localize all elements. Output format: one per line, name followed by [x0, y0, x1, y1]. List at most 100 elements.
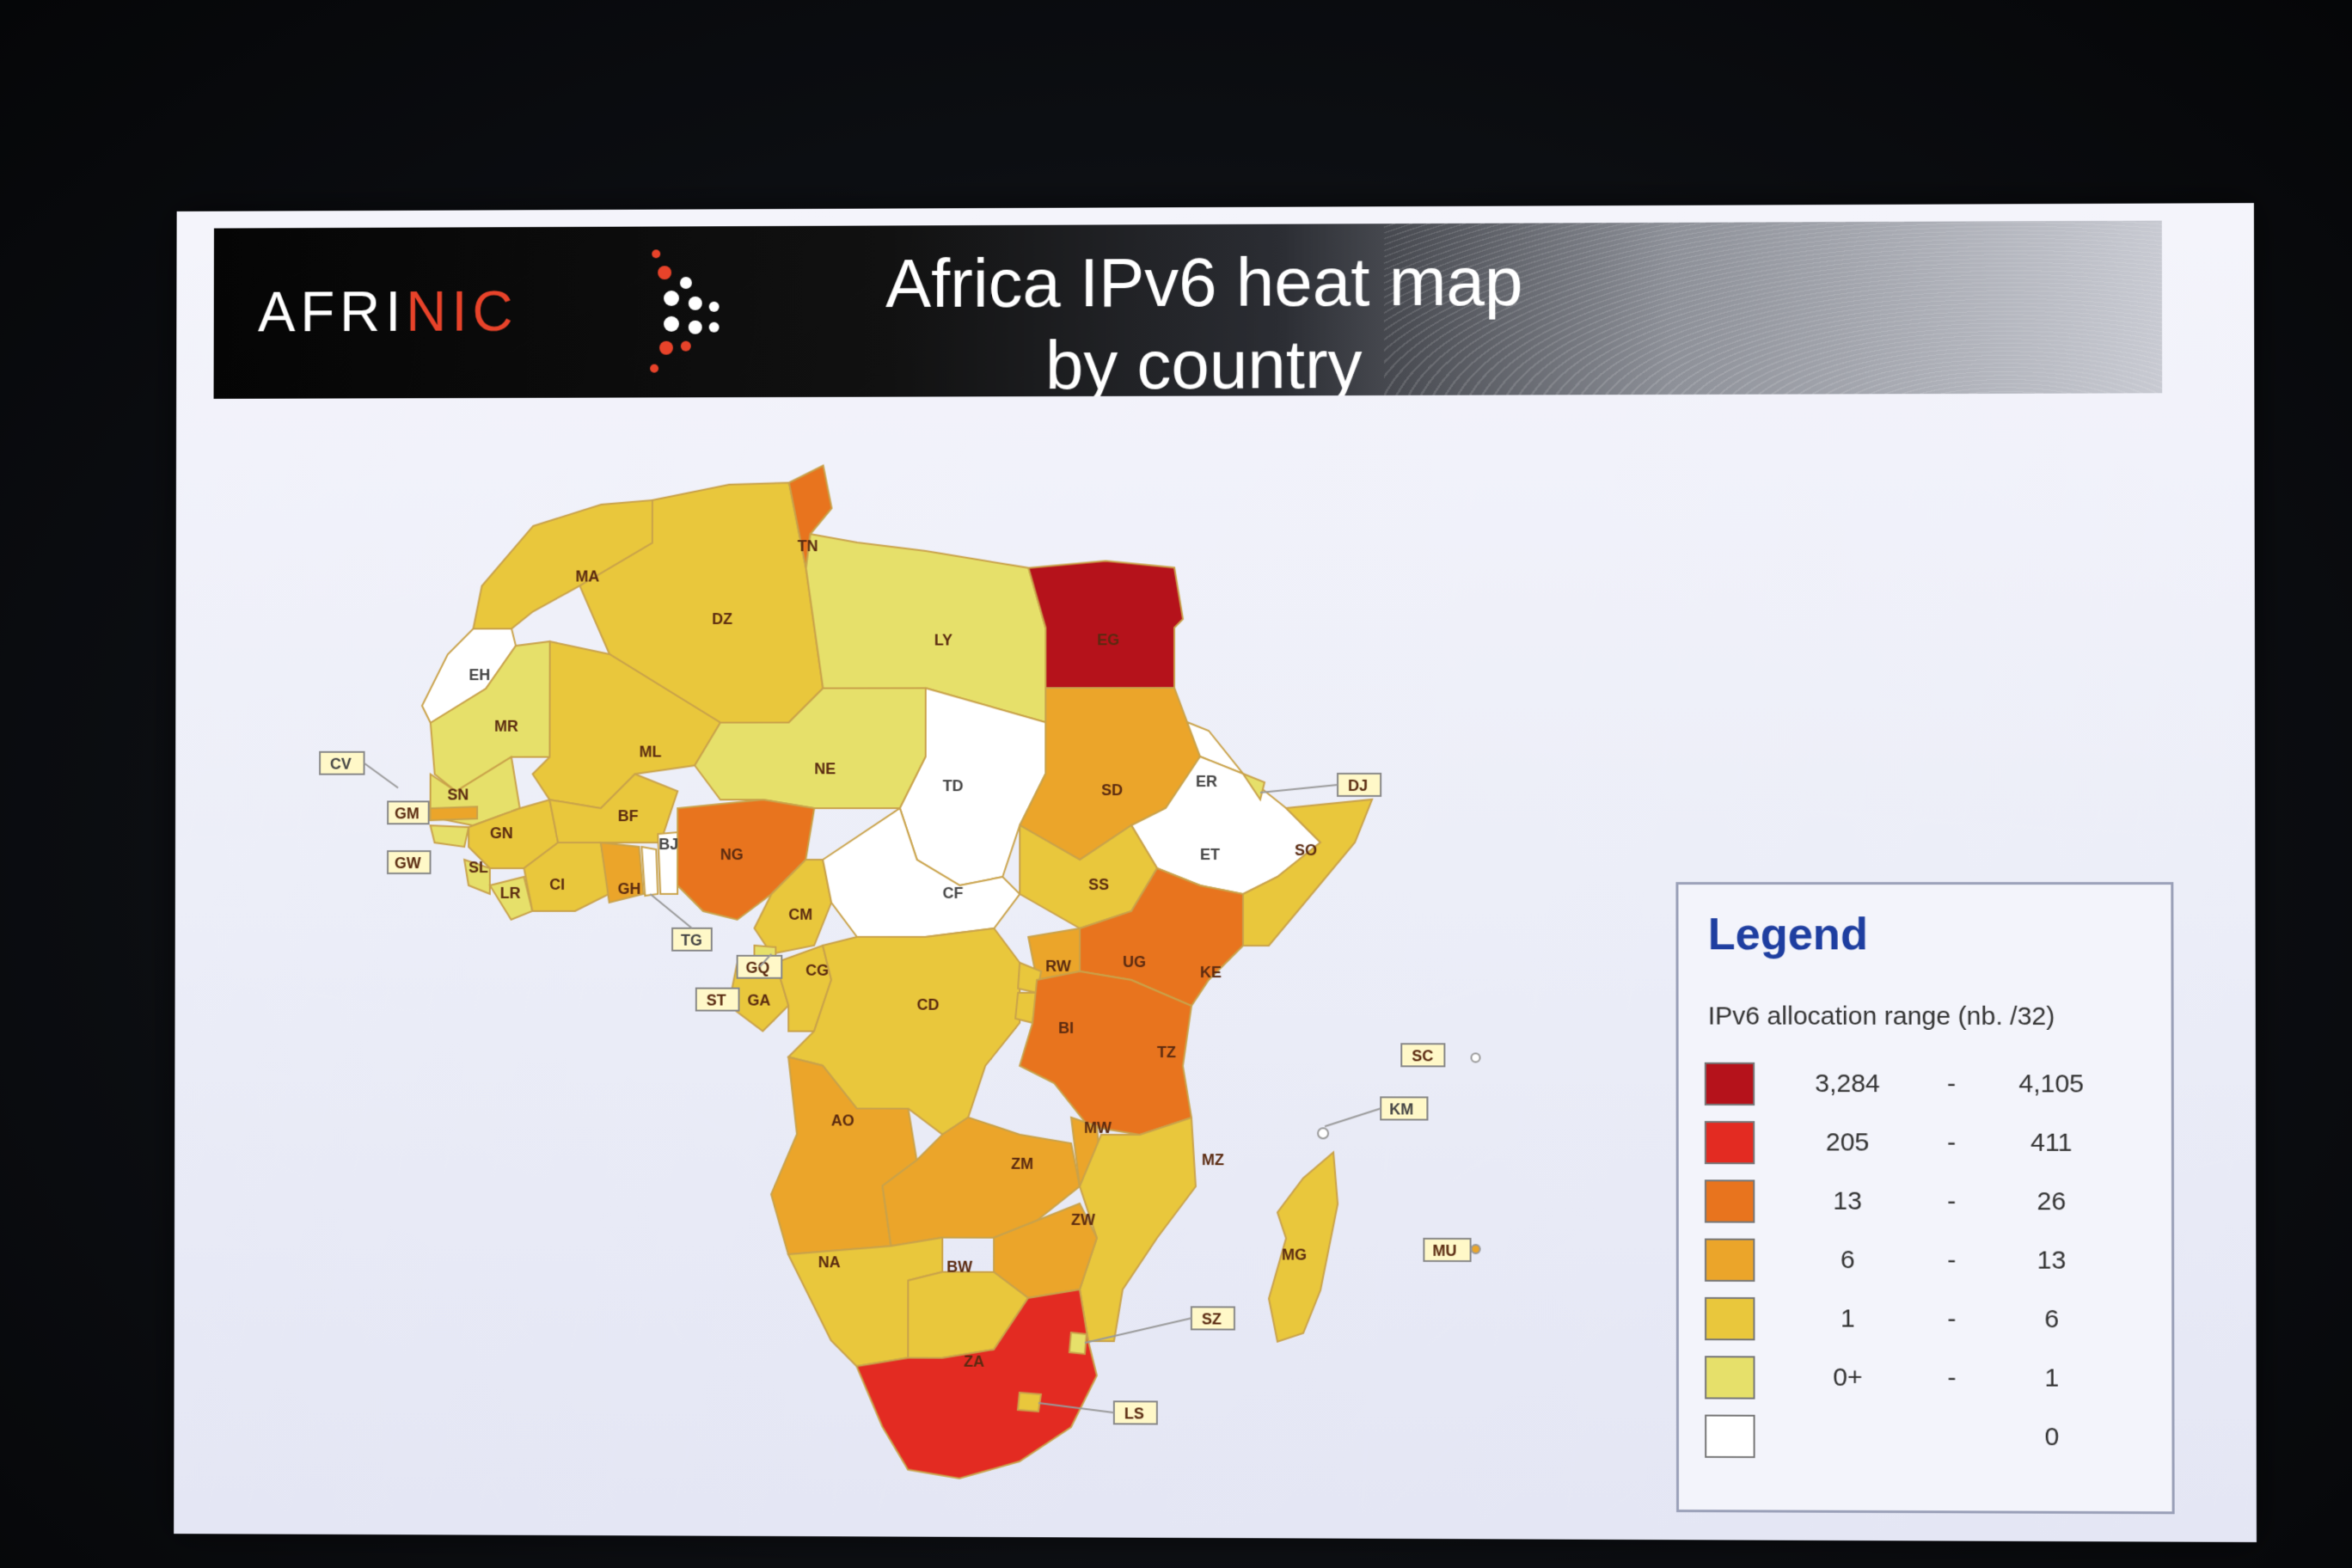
country-TD	[900, 688, 1046, 885]
country-LY	[805, 534, 1045, 723]
legend-separator: -	[1947, 1128, 1957, 1157]
label-TD: TD	[943, 777, 964, 794]
label-ZW: ZW	[1071, 1211, 1095, 1228]
legend-title: Legend	[1707, 910, 1868, 960]
boxlabel-LS: LS	[1114, 1401, 1157, 1424]
legend-max: 411	[2030, 1128, 2073, 1157]
label-TZ: TZ	[1157, 1044, 1176, 1061]
label-CF: CF	[943, 885, 964, 902]
label-LR: LR	[500, 885, 521, 902]
legend-swatch	[1704, 1238, 1755, 1282]
legend-separator: -	[1947, 1304, 1957, 1333]
legend-separator: -	[1947, 1186, 1957, 1216]
label-BJ: BJ	[658, 836, 678, 853]
label-EG: EG	[1097, 631, 1119, 648]
country-SN	[431, 757, 520, 826]
svg-text:TG: TG	[681, 932, 702, 949]
legend-row: 6 - 13	[1704, 1238, 2156, 1289]
legend-min: 3,284	[1815, 1069, 1880, 1099]
country-UG	[1028, 928, 1080, 980]
label-ML: ML	[640, 743, 662, 760]
label-GA: GA	[747, 992, 770, 1009]
label-SD: SD	[1101, 781, 1123, 799]
legend-row: 0	[1705, 1414, 2156, 1465]
svg-text:MU: MU	[1432, 1242, 1456, 1259]
label-BI: BI	[1058, 1020, 1074, 1037]
country-EG	[1028, 560, 1183, 688]
boxlabel-ST: ST	[696, 989, 739, 1011]
country-MZ	[1078, 1116, 1197, 1342]
country-AO	[771, 1057, 917, 1255]
svg-text:CV: CV	[330, 756, 352, 773]
country-RW	[1018, 963, 1041, 993]
label-GH: GH	[618, 880, 641, 897]
country-EH	[422, 628, 516, 723]
svg-text:GQ: GQ	[746, 959, 770, 977]
legend-swatch	[1704, 1179, 1755, 1223]
country-GN	[469, 799, 558, 868]
label-CI: CI	[549, 876, 565, 893]
country-SO	[1243, 799, 1372, 946]
country-labels: MA DZ TN LY EG EH MR ML NE TD SD ER ET S…	[447, 537, 1317, 1370]
country-CI	[524, 842, 609, 911]
label-KE: KE	[1200, 964, 1222, 981]
svg-text:SZ: SZ	[1202, 1310, 1222, 1327]
legend-swatch	[1705, 1356, 1755, 1400]
label-UG: UG	[1123, 953, 1146, 971]
country-SL	[464, 860, 490, 894]
legend-separator: -	[1947, 1246, 1957, 1275]
legend-max: 26	[2037, 1187, 2067, 1216]
boxlabel-SC: SC	[1401, 1044, 1444, 1066]
country-BF	[549, 774, 677, 842]
label-MR: MR	[494, 718, 518, 735]
label-BF: BF	[618, 807, 639, 824]
svg-text:GW: GW	[395, 854, 421, 872]
legend-swatch	[1704, 1121, 1755, 1165]
svg-text:GM: GM	[395, 805, 420, 822]
label-CD: CD	[917, 996, 940, 1014]
country-NA	[788, 1237, 942, 1366]
country-LR	[490, 877, 533, 920]
africa-map: MA DZ TN LY EG EH MR ML NE TD SD ER ET S…	[174, 203, 2257, 1480]
label-NG: NG	[720, 846, 744, 863]
legend-max: 6	[2044, 1304, 2060, 1334]
country-TN	[789, 465, 832, 568]
legend-min: 0+	[1833, 1363, 1863, 1393]
label-NA: NA	[818, 1253, 841, 1271]
boxlabel-GW: GW	[388, 851, 431, 873]
label-ZA: ZA	[964, 1353, 984, 1370]
label-CG: CG	[805, 962, 829, 979]
legend-max: 13	[2037, 1246, 2067, 1275]
country-GM	[431, 806, 478, 820]
legend-swatch	[1705, 1414, 1755, 1459]
label-MA: MA	[575, 567, 599, 585]
svg-text:DJ: DJ	[1348, 777, 1368, 794]
continent-shapes	[420, 464, 1372, 1480]
legend-min: 6	[1840, 1245, 1855, 1275]
country-CM	[754, 860, 831, 954]
boxed-labels: CV GM GW TG GQ ST DJ SC KM MU SZ LS	[319, 751, 1480, 1425]
legend-min: 13	[1833, 1186, 1863, 1216]
boxlabel-DJ: DJ	[1338, 774, 1381, 796]
label-MZ: MZ	[1202, 1151, 1224, 1168]
legend-row: 3,284 - 4,105	[1704, 1062, 2156, 1112]
boxlabel-KM: KM	[1381, 1097, 1427, 1119]
label-BW: BW	[946, 1259, 972, 1276]
label-CM: CM	[788, 906, 812, 923]
legend-row: 13 - 26	[1704, 1179, 2156, 1228]
label-AO: AO	[831, 1112, 854, 1129]
label-SO: SO	[1295, 842, 1317, 859]
boxlabel-CV: CV	[320, 752, 364, 775]
label-SN: SN	[447, 786, 469, 803]
label-ER: ER	[1196, 773, 1217, 790]
svg-text:SC: SC	[1412, 1047, 1433, 1064]
svg-text:ST: ST	[707, 992, 726, 1009]
legend-min: 1	[1840, 1304, 1855, 1333]
logo-dots-icon	[650, 249, 720, 373]
leader-lines	[363, 763, 1381, 1413]
country-SD	[1020, 688, 1200, 860]
svg-text:KM: KM	[1389, 1100, 1413, 1118]
projection-screen: AFRINIC Africa IPv6 heat map by country	[174, 203, 2257, 1542]
country-CF	[823, 808, 1020, 937]
legend-min: 205	[1825, 1128, 1870, 1157]
